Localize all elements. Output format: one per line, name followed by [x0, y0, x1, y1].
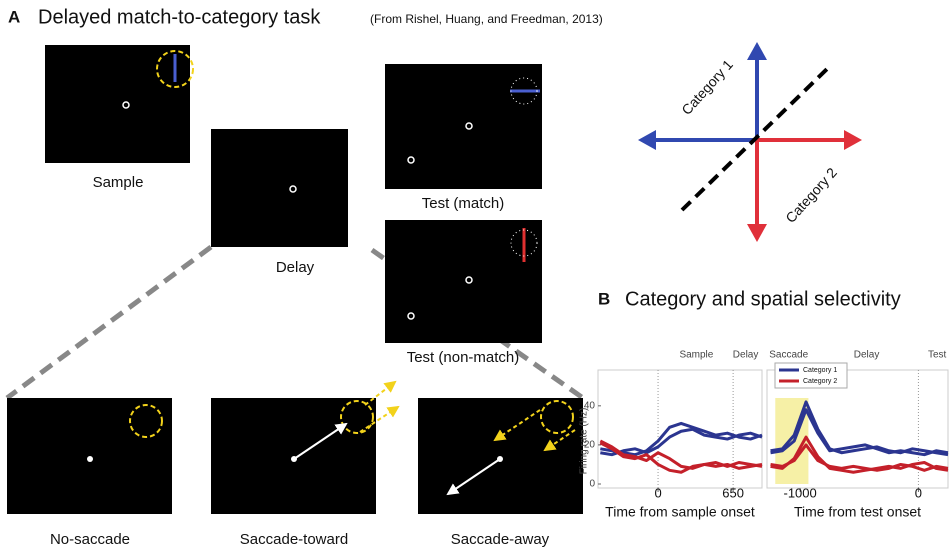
x-axis-label: Time from sample onset [605, 504, 755, 520]
zoom-line [7, 247, 211, 398]
epoch-label: Delay [733, 350, 759, 361]
y-axis-label: Firing rate (Hz) [579, 408, 590, 475]
legend-label: Category 1 [803, 367, 837, 374]
x-tick-label: 650 [722, 485, 744, 500]
epoch-label: Test [928, 350, 947, 361]
panel-title: Category and spatial selectivity [625, 288, 901, 310]
screen [7, 398, 172, 514]
screen-label: No-saccade [50, 531, 130, 548]
epoch-label: Sample [679, 350, 713, 361]
screen-label: Test (match) [422, 195, 505, 212]
category-label: Category 2 [782, 164, 840, 226]
screen-label: Saccade-away [451, 531, 550, 548]
screen-label: Delay [276, 259, 315, 276]
plot-frame [598, 370, 762, 488]
category-label: Category 1 [678, 56, 736, 118]
source-note: (From Rishel, Huang, and Freedman, 2013) [370, 12, 603, 26]
series-line [600, 429, 762, 454]
screen [418, 398, 583, 514]
legend-label: Category 2 [803, 378, 837, 385]
series-line [600, 441, 762, 468]
screen [385, 64, 542, 189]
x-tick-label: 0 [915, 485, 922, 500]
x-tick-label: 0 [654, 485, 661, 500]
screen [385, 220, 542, 343]
screen [211, 129, 348, 247]
screen-label: Test (non-match) [407, 349, 520, 366]
panel-title: Delayed match-to-category task [38, 6, 321, 28]
fixation [87, 456, 93, 462]
y-tick-label: 0 [589, 479, 595, 490]
screen [211, 398, 376, 514]
x-tick-label: -1000 [783, 485, 816, 500]
x-axis-label: Time from test onset [794, 504, 921, 520]
screen-label: Sample [93, 174, 144, 191]
category-diagram [638, 42, 862, 242]
epoch-label: Delay [854, 350, 880, 361]
panel-letter: B [598, 289, 610, 308]
screen [45, 45, 190, 163]
figure: A Delayed match-to-category task (From R… [0, 0, 951, 553]
epoch-label: Saccade [769, 350, 808, 361]
panel-letter: A [8, 7, 20, 26]
screen-label: Saccade-toward [240, 531, 348, 548]
